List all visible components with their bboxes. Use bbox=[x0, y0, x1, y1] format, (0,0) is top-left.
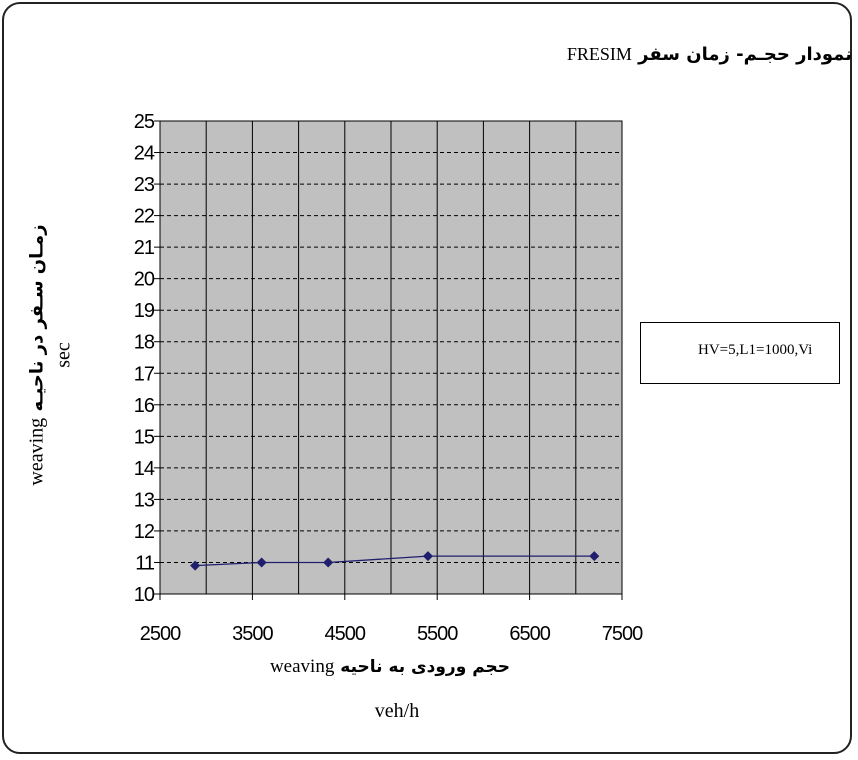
x-axis-label: حجم ورودی به ناحیه weaving bbox=[270, 656, 510, 678]
y-tick-label: 19 bbox=[134, 300, 155, 322]
y-tick-label: 21 bbox=[134, 237, 155, 259]
y-tick-label: 20 bbox=[134, 269, 155, 291]
x-axis-label-fa: حجم ورودی به ناحیه bbox=[340, 657, 511, 677]
y-tick-label: 10 bbox=[134, 584, 155, 606]
y-tick-label: 12 bbox=[134, 521, 155, 543]
y-tick-label: 14 bbox=[134, 458, 155, 480]
data-point-marker bbox=[256, 557, 267, 568]
data-point-marker bbox=[323, 557, 334, 568]
y-tick-label: 13 bbox=[134, 489, 155, 511]
x-tick-label: 3500 bbox=[232, 623, 273, 645]
chart-title: نمودار حجـم- زمان سفر FRESIM bbox=[567, 44, 852, 65]
x-tick-label: 7500 bbox=[602, 623, 643, 645]
data-point-marker bbox=[190, 560, 201, 571]
data-point-marker bbox=[422, 551, 433, 562]
y-tick-label: 22 bbox=[134, 206, 155, 228]
x-tick-label: 6500 bbox=[509, 623, 550, 645]
legend-entry-label: HV=5,L1=1000,Vi bbox=[698, 342, 813, 358]
x-tick-label: 2500 bbox=[140, 623, 181, 645]
y-tick-label: 23 bbox=[134, 174, 155, 196]
y-tick-label: 15 bbox=[134, 426, 155, 448]
x-tick-label: 4500 bbox=[325, 623, 366, 645]
x-axis-unit: veh/h bbox=[374, 700, 420, 722]
legend bbox=[640, 322, 840, 384]
x-tick-label: 5500 bbox=[417, 623, 458, 645]
y-tick-label: 25 bbox=[134, 111, 155, 133]
y-tick-label: 11 bbox=[135, 552, 155, 574]
y-tick-label: 17 bbox=[134, 363, 155, 385]
y-tick-label: 16 bbox=[134, 395, 155, 417]
chart-title-latin: FRESIM bbox=[566, 44, 632, 64]
x-axis-label-latin: weaving bbox=[269, 656, 335, 677]
y-tick-label: 18 bbox=[134, 332, 155, 354]
y-tick-label: 24 bbox=[134, 143, 155, 165]
data-point-marker bbox=[589, 551, 600, 562]
chart-title-fa: نمودار حجـم- زمان سفر bbox=[638, 44, 852, 65]
